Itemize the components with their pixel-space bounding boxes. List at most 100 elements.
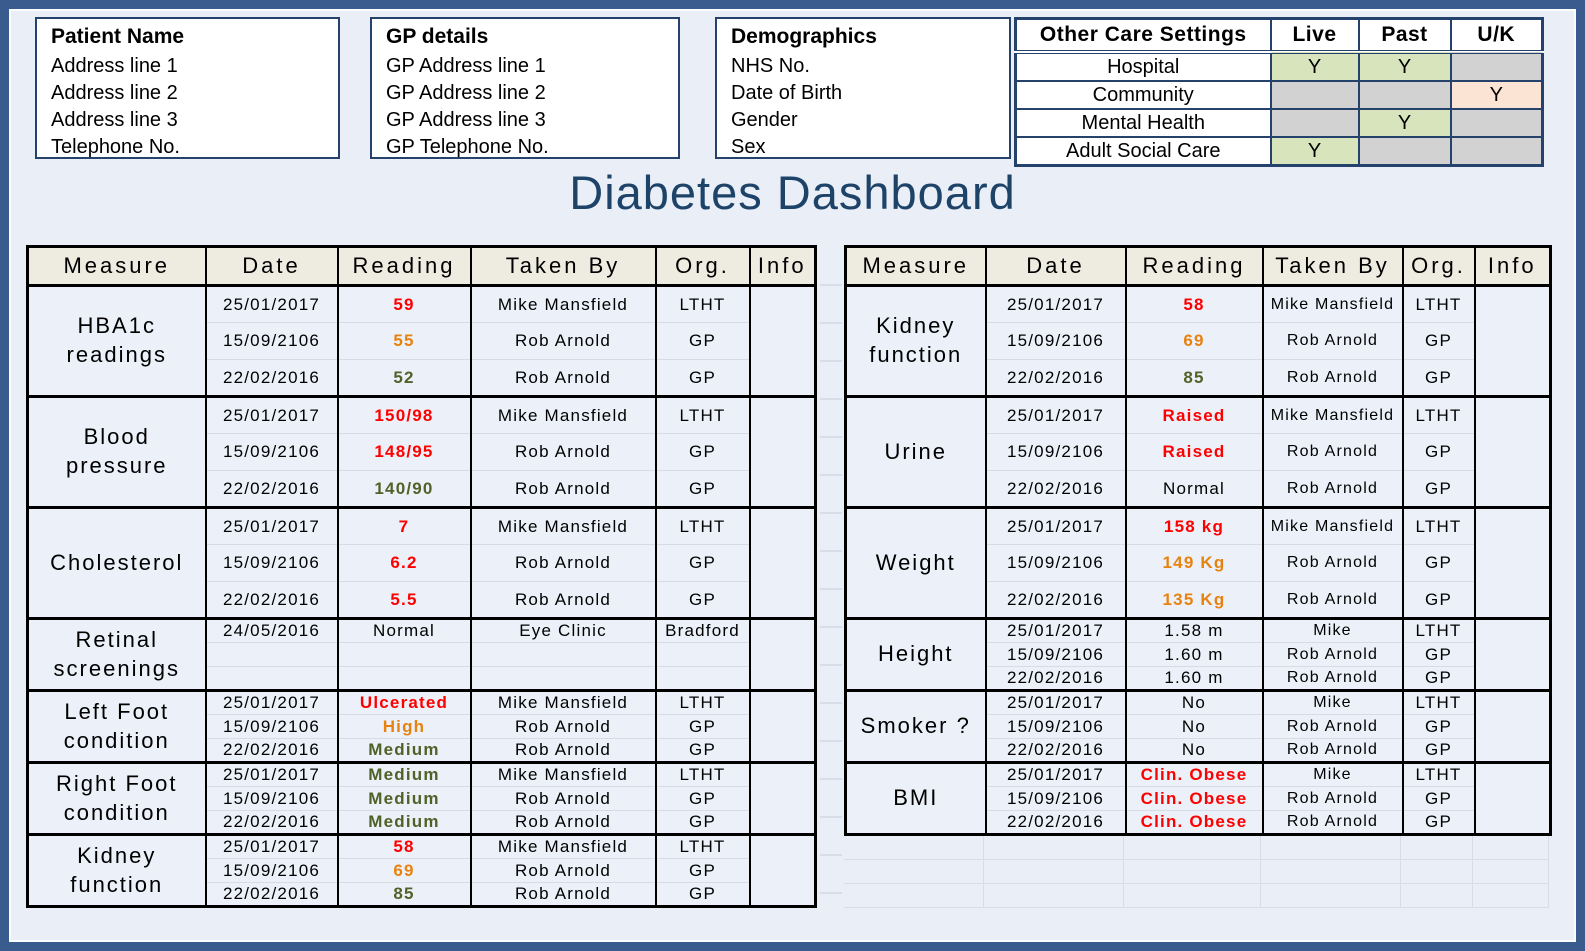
reading-cell: 85 [336, 882, 472, 907]
date-cell: 22/02/2016 [984, 666, 1127, 691]
table-row: 22/02/2016 Normal Rob Arnold GP [846, 470, 1551, 508]
date-cell: 25/01/2017 [204, 395, 339, 434]
table-row: 22/02/2016 No Rob Arnold GP [846, 738, 1551, 763]
taken-by-cell: Mike Mansfield [469, 284, 657, 323]
org-cell: GP [654, 810, 751, 835]
reading-cell: Raised [1124, 395, 1264, 434]
empty-cell [1401, 884, 1473, 908]
reading-cell: No [1124, 714, 1264, 739]
table-row: 22/02/2016 85 Rob Arnold GP [28, 882, 816, 907]
care-setting-flag-cell [1357, 80, 1452, 110]
org-cell: LTHT [1401, 761, 1476, 787]
date-cell: 25/01/2017 [204, 506, 339, 545]
org-cell: GP [654, 433, 751, 471]
taken-by-cell: Rob Arnold [1261, 642, 1404, 667]
taken-by-cell: Mike Mansfield [1261, 284, 1404, 323]
reading-cell: Clin. Obese [1124, 810, 1264, 835]
empty-cell [844, 860, 984, 884]
care-setting-flag-cell: Y [1269, 136, 1360, 167]
taken-by-cell: Rob Arnold [469, 433, 657, 471]
org-cell: GP [654, 359, 751, 397]
date-cell: 15/09/2106 [984, 642, 1127, 667]
date-cell: 22/02/2016 [204, 810, 339, 835]
column-header: Reading [1124, 245, 1264, 287]
table-row: 15/09/2106 Raised Rob Arnold GP [846, 433, 1551, 471]
measure-cell: Urine [844, 395, 987, 508]
date-cell: 15/09/2106 [204, 858, 339, 883]
spreadsheet-gap-grid [820, 248, 842, 898]
patient-box-title: Patient Name [51, 25, 185, 48]
date-cell: 15/09/2106 [204, 786, 339, 811]
reading-cell: 150/98 [336, 395, 472, 434]
org-cell: GP [654, 714, 751, 739]
taken-by-cell: Mike Mansfield [469, 761, 657, 787]
empty-cell [984, 860, 1124, 884]
table-row: 15/09/2106 69 Rob Arnold GP [846, 322, 1551, 360]
table-row: 15/09/2106 No Rob Arnold GP [846, 714, 1551, 739]
taken-by-cell: Rob Arnold [469, 882, 657, 907]
table-row: Weight 25/01/2017 158 kg Mike Mansfield LTHT [844, 506, 1552, 619]
taken-by-cell: Rob Arnold [1261, 322, 1404, 360]
column-header: Measure [844, 245, 987, 287]
empty-cell [1401, 836, 1473, 860]
date-cell: 15/09/2106 [984, 786, 1127, 811]
measure-cell: Blood pressure [26, 395, 207, 508]
empty-cell [1124, 836, 1261, 860]
reading-cell: 1.60 m [1124, 666, 1264, 691]
gp-details-box: GP details GP Address line 1 GP Address … [370, 17, 680, 159]
date-cell: 25/01/2017 [984, 506, 1127, 545]
info-cell [1473, 506, 1552, 619]
measure-cell: Retinal screenings [26, 617, 207, 691]
table-row: 15/09/2106 High Rob Arnold GP [28, 714, 816, 739]
date-cell: 25/01/2017 [984, 689, 1127, 715]
taken-by-cell: Mike [1261, 761, 1404, 787]
org-cell: LTHT [1401, 395, 1476, 434]
empty-cell [1124, 884, 1261, 908]
info-cell [748, 284, 817, 397]
taken-by-cell: Mike Mansfield [469, 833, 657, 859]
measure-cell: Right Foot condition [26, 761, 207, 835]
reading-cell: No [1124, 738, 1264, 763]
measure-cell: Weight [844, 506, 987, 619]
org-cell: GP [654, 470, 751, 508]
org-cell: GP [654, 322, 751, 360]
measures-table: Measure Date Reading Taken By Org. Info HBA1c … [26, 245, 817, 908]
taken-by-cell: Rob Arnold [1261, 544, 1404, 582]
care-setting-label: Hospital [1014, 51, 1272, 82]
org-cell: GP [654, 882, 751, 907]
table-row: 15/09/2106 Clin. Obese Rob Arnold GP [846, 786, 1551, 811]
reading-cell: 149 Kg [1124, 544, 1264, 582]
care-setting-flag-cell [1449, 108, 1544, 138]
measure-cell: HBA1c readings [26, 284, 207, 397]
reading-cell: 5.5 [336, 581, 472, 619]
reading-cell: Clin. Obese [1124, 786, 1264, 811]
demographics-box: Demographics NHS No. Date of Birth Gende… [715, 17, 1011, 159]
reading-cell: Raised [1124, 433, 1264, 471]
info-cell [1473, 689, 1552, 763]
date-cell: 15/09/2106 [984, 433, 1127, 471]
org-cell: LTHT [654, 284, 751, 323]
date-cell: 25/01/2017 [204, 761, 339, 787]
taken-by-cell: Mike Mansfield [469, 689, 657, 715]
empty-cell [1261, 836, 1401, 860]
info-cell [748, 761, 817, 835]
taken-by-cell: Rob Arnold [469, 738, 657, 763]
measure-cell: Left Foot condition [26, 689, 207, 763]
taken-by-cell: Rob Arnold [469, 470, 657, 508]
table-row: 15/09/2106 148/95 Rob Arnold GP [28, 433, 816, 471]
org-cell: GP [1401, 786, 1476, 811]
column-header: Org. [1401, 245, 1476, 287]
care-setting-flag-cell [1357, 136, 1452, 167]
date-cell: 24/05/2016 [204, 617, 339, 643]
taken-by-cell: Rob Arnold [469, 810, 657, 835]
care-settings-row: Community Y [1014, 80, 1544, 110]
table-row: Cholesterol 25/01/2017 7 Mike Mansfield LTHT [26, 506, 817, 619]
org-cell: LTHT [654, 689, 751, 715]
demographics-nhs-no: NHS No. [731, 55, 810, 77]
reading-cell: 85 [1124, 359, 1264, 397]
info-cell [1473, 395, 1552, 508]
date-cell [204, 666, 339, 691]
table-row: 15/09/2106 69 Rob Arnold GP [28, 858, 816, 883]
reading-cell: 148/95 [336, 433, 472, 471]
column-header: Taken By [469, 245, 657, 287]
